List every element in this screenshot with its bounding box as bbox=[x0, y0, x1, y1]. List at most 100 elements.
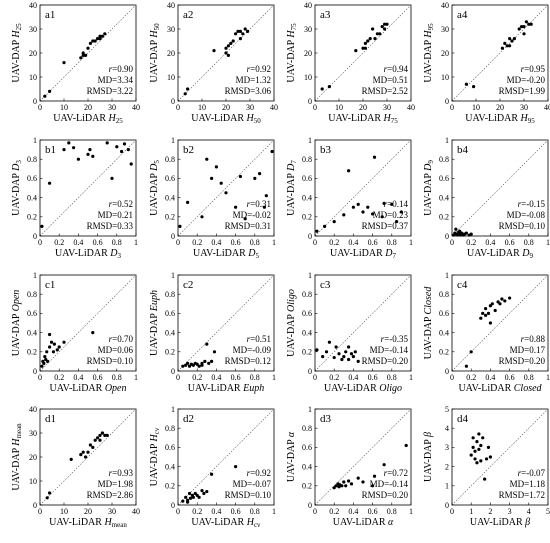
data-point bbox=[471, 436, 475, 440]
panel-id-label: d1 bbox=[45, 413, 56, 425]
data-point bbox=[399, 210, 403, 214]
data-point bbox=[344, 484, 348, 488]
stat-label: MD=0.23 bbox=[373, 210, 409, 220]
data-point bbox=[43, 94, 47, 98]
data-point bbox=[378, 32, 382, 36]
panel-c4: 0 0.2 0.4 0.6 0.8 1 0 0.2 0.4 0.6 0.8 1 UAV-LiDAR Cl… bbox=[423, 271, 550, 394]
stat-label: r=0.31 bbox=[247, 199, 271, 209]
data-point bbox=[479, 443, 483, 448]
data-point bbox=[126, 148, 130, 152]
plot-frame bbox=[39, 139, 137, 237]
panel-c2: 0 0.2 0.4 0.6 0.8 1 0 0.2 0.4 0.6 0.8 1 UAV-LiDAR Eu… bbox=[149, 271, 276, 394]
y-axis-label: UAV-DAP Hmean bbox=[11, 423, 23, 491]
stat-label: r=-0.15 bbox=[518, 199, 546, 209]
data-point bbox=[508, 296, 512, 300]
x-tick-label: 2 bbox=[488, 507, 492, 516]
data-point bbox=[361, 46, 365, 50]
stat-label: RMSD=3.22 bbox=[87, 86, 133, 96]
data-point bbox=[483, 477, 487, 481]
data-point bbox=[229, 41, 233, 46]
y-tick-label: 1 bbox=[445, 136, 449, 145]
data-point bbox=[508, 44, 512, 48]
y-tick-label: 0.2 bbox=[165, 348, 175, 357]
data-point bbox=[383, 22, 387, 26]
y-tick-label: 0 bbox=[445, 232, 449, 241]
y-tick-label: 10 bbox=[29, 73, 37, 82]
y-tick-label: 0.8 bbox=[165, 290, 175, 299]
data-point bbox=[57, 345, 61, 349]
stat-label: RMSD=0.37 bbox=[362, 221, 409, 231]
data-point bbox=[207, 361, 211, 365]
data-point bbox=[464, 364, 468, 368]
data-point bbox=[224, 191, 228, 195]
y-tick-label: 1 bbox=[171, 405, 175, 414]
y-tick-label: 0 bbox=[308, 97, 312, 106]
x-tick-label: 0.2 bbox=[54, 373, 64, 382]
y-tick-label: 0.6 bbox=[165, 174, 175, 183]
data-point bbox=[100, 34, 104, 38]
x-tick-label: 0.6 bbox=[368, 373, 378, 382]
data-point bbox=[382, 201, 386, 205]
x-tick-label: 0.8 bbox=[387, 238, 397, 247]
data-point bbox=[103, 433, 107, 437]
x-axis-label: UAV-LiDAR Hcv bbox=[191, 517, 261, 529]
x-axis-label: UAV-LiDAR D9 bbox=[467, 248, 534, 260]
stat-label: RMSD=3.06 bbox=[225, 86, 272, 96]
data-point bbox=[469, 232, 473, 236]
x-tick-label: 0.8 bbox=[387, 507, 397, 516]
panel-c3: 0 0.2 0.4 0.6 0.8 1 0 0.2 0.4 0.6 0.8 1 UAV-LiDAR Ol… bbox=[286, 271, 413, 394]
data-point bbox=[212, 350, 217, 354]
panel-id-label: a3 bbox=[320, 9, 331, 21]
y-tick-label: 20 bbox=[304, 49, 312, 58]
y-axis-label: UAV-DAP H95 bbox=[423, 23, 435, 83]
x-tick-label: 30 bbox=[383, 103, 391, 112]
data-point bbox=[191, 495, 195, 499]
panel-b1: 0 0.2 0.4 0.6 0.8 1 0 0.2 0.4 0.6 0.8 1 UAV-LiDAR D3… bbox=[11, 136, 138, 260]
y-tick-label: 40 bbox=[29, 1, 37, 10]
data-point bbox=[188, 496, 193, 500]
panel-a1: 0 10 20 30 40 0 10 20 30 40 UAV-LiDAR H25 UAV-DAP H… bbox=[11, 1, 140, 125]
data-point bbox=[264, 194, 268, 198]
data-point bbox=[366, 39, 370, 43]
y-tick-label: 0.6 bbox=[302, 443, 312, 452]
y-axis-label: UAV-DAP α bbox=[286, 431, 297, 482]
data-point bbox=[262, 205, 266, 209]
y-tick-label: 0.4 bbox=[27, 328, 37, 337]
y-tick-label: 0.2 bbox=[439, 213, 449, 222]
data-point bbox=[270, 149, 274, 154]
x-tick-label: 0.4 bbox=[211, 507, 221, 516]
y-tick-label: 4 bbox=[445, 424, 449, 433]
stat-label: r=0.93 bbox=[109, 468, 134, 478]
stat-label: MD=1.32 bbox=[236, 75, 271, 85]
panel-b4: 0 0.2 0.4 0.6 0.8 1 0 0.2 0.4 0.6 0.8 1 UAV-LiDAR D9… bbox=[423, 136, 550, 260]
data-point bbox=[84, 455, 88, 459]
data-point bbox=[100, 431, 104, 435]
data-point bbox=[522, 32, 526, 36]
stat-label: RMSD=0.10 bbox=[87, 356, 134, 366]
stat-label: MD=1.98 bbox=[98, 479, 134, 489]
data-point bbox=[404, 443, 408, 448]
plot-frame bbox=[314, 139, 412, 237]
y-tick-label: 0.8 bbox=[439, 290, 449, 299]
panel-id-label: a1 bbox=[45, 9, 55, 21]
x-axis-label: UAV-LiDAR H95 bbox=[465, 113, 535, 125]
data-point bbox=[224, 46, 228, 50]
y-tick-label: 0 bbox=[171, 501, 175, 510]
data-point bbox=[76, 157, 80, 161]
data-point bbox=[200, 363, 204, 367]
panel-id-label: c3 bbox=[320, 279, 331, 291]
stat-label: r=0.92 bbox=[247, 64, 271, 74]
data-point bbox=[458, 229, 462, 233]
stat-label: MD=-0.14 bbox=[370, 345, 409, 355]
x-tick-label: 0.6 bbox=[93, 238, 103, 247]
data-point bbox=[178, 224, 182, 228]
y-tick-label: 0 bbox=[171, 232, 175, 241]
data-point bbox=[315, 229, 319, 233]
y-tick-label: 40 bbox=[29, 405, 37, 414]
x-tick-label: 0.6 bbox=[368, 507, 378, 516]
data-point bbox=[522, 25, 526, 29]
data-point bbox=[371, 212, 375, 216]
data-point bbox=[366, 205, 370, 209]
panel-a4: 0 10 20 30 40 0 10 20 30 40 UAV-LiDAR H95 UAV-DAP H… bbox=[423, 1, 550, 125]
